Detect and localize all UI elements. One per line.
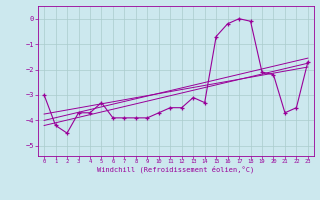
X-axis label: Windchill (Refroidissement éolien,°C): Windchill (Refroidissement éolien,°C) [97,166,255,173]
